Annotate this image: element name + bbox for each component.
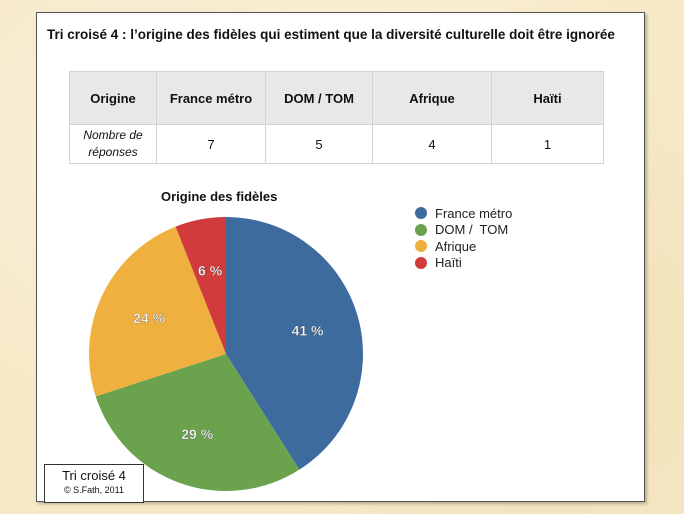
pie-slice — [175, 217, 226, 354]
chart-title: Origine des fidèles — [161, 189, 278, 204]
legend-swatch — [415, 256, 427, 269]
table-cell: 7 — [156, 124, 266, 164]
stamp-title: Tri croisé 4 — [62, 468, 126, 483]
legend-swatch — [415, 223, 427, 236]
table-cell: 1 — [491, 124, 604, 164]
table-cell: 5 — [265, 124, 373, 164]
table-row-label: Nombre de réponses — [69, 124, 157, 164]
legend-swatch — [415, 240, 427, 253]
table-cell: 4 — [372, 124, 492, 164]
legend-item: Haïti — [415, 255, 512, 272]
legend-item: France métro — [415, 205, 512, 222]
legend-item: Afrique — [415, 238, 512, 255]
legend-item: DOM / TOM — [415, 222, 512, 239]
pie-slice — [95, 354, 300, 491]
pie-chart: 41 % 29 % 24 % 6 % — [89, 217, 363, 491]
legend-label: DOM / TOM — [435, 222, 509, 238]
page-title: Tri croisé 4 : l’origine des fidèles qui… — [47, 27, 615, 42]
chart-legend: France métro DOM / TOM Afrique Haïti — [415, 205, 512, 271]
table-header-cell: Haïti — [491, 71, 604, 125]
row-label-line2: réponses — [88, 145, 138, 159]
table-header-row: Origine France métro DOM / TOM Afrique H… — [69, 71, 604, 125]
table-header-cell: France métro — [156, 71, 266, 125]
pie-slice-label: 29 % — [181, 426, 213, 442]
table-header-cell: Afrique — [372, 71, 492, 125]
pie-slice — [226, 217, 363, 470]
legend-label: Haïti — [435, 255, 462, 271]
table-row: Nombre de réponses 7 5 4 1 — [69, 124, 604, 164]
legend-swatch — [415, 207, 427, 220]
pie-slice-label: 41 % — [292, 322, 324, 338]
stamp-credit: © S.Fath, 2011 — [64, 485, 124, 495]
legend-label: Afrique — [435, 238, 477, 254]
legend-label: France métro — [435, 205, 513, 221]
table-header-cell: DOM / TOM — [265, 71, 373, 125]
pie-slice-label: 24 % — [133, 310, 165, 326]
row-label-line1: Nombre de — [83, 128, 143, 142]
caption-stamp: Tri croisé 4 © S.Fath, 2011 — [44, 464, 144, 503]
pie-slice — [89, 226, 227, 397]
slide: Tri croisé 4 : l’origine des fidèles qui… — [36, 12, 645, 503]
data-table: Origine France métro DOM / TOM Afrique H… — [69, 71, 604, 164]
pie-slice-label: 6 % — [198, 263, 223, 279]
